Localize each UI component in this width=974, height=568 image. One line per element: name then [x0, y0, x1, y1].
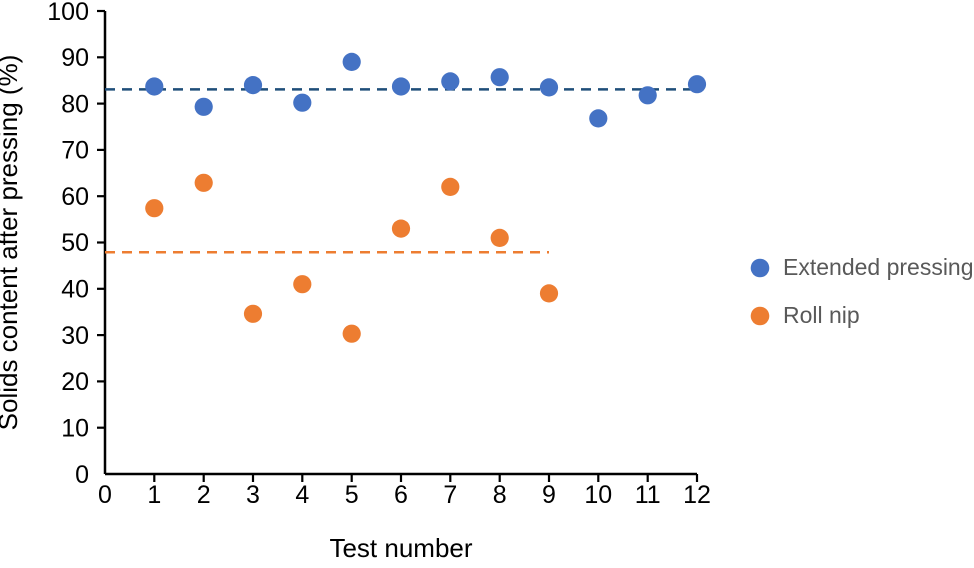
svg-text:0: 0	[98, 481, 112, 509]
svg-text:100: 100	[47, 0, 89, 26]
svg-text:10: 10	[584, 481, 612, 509]
svg-text:50: 50	[61, 229, 89, 257]
svg-text:90: 90	[61, 44, 89, 72]
svg-text:1: 1	[147, 481, 161, 509]
svg-text:20: 20	[61, 368, 89, 396]
svg-text:Test number: Test number	[329, 533, 472, 563]
svg-text:Solids content after pressing: Solids content after pressing (%)	[0, 55, 23, 431]
svg-text:10: 10	[61, 414, 89, 442]
svg-text:Roll nip: Roll nip	[783, 302, 860, 328]
svg-text:Extended pressing: Extended pressing	[783, 254, 974, 280]
svg-text:12: 12	[683, 481, 711, 509]
svg-text:11: 11	[635, 481, 661, 509]
svg-text:80: 80	[61, 90, 89, 118]
svg-text:3: 3	[246, 481, 260, 509]
svg-text:5: 5	[345, 481, 359, 509]
svg-text:2: 2	[197, 481, 211, 509]
svg-text:0: 0	[75, 461, 89, 489]
svg-text:40: 40	[61, 276, 89, 304]
svg-text:9: 9	[542, 481, 556, 509]
svg-text:7: 7	[443, 481, 457, 509]
svg-text:4: 4	[295, 481, 309, 509]
svg-text:60: 60	[61, 183, 89, 211]
svg-text:6: 6	[394, 481, 408, 509]
svg-text:70: 70	[61, 137, 89, 165]
svg-text:30: 30	[61, 322, 89, 350]
svg-text:8: 8	[493, 481, 507, 509]
